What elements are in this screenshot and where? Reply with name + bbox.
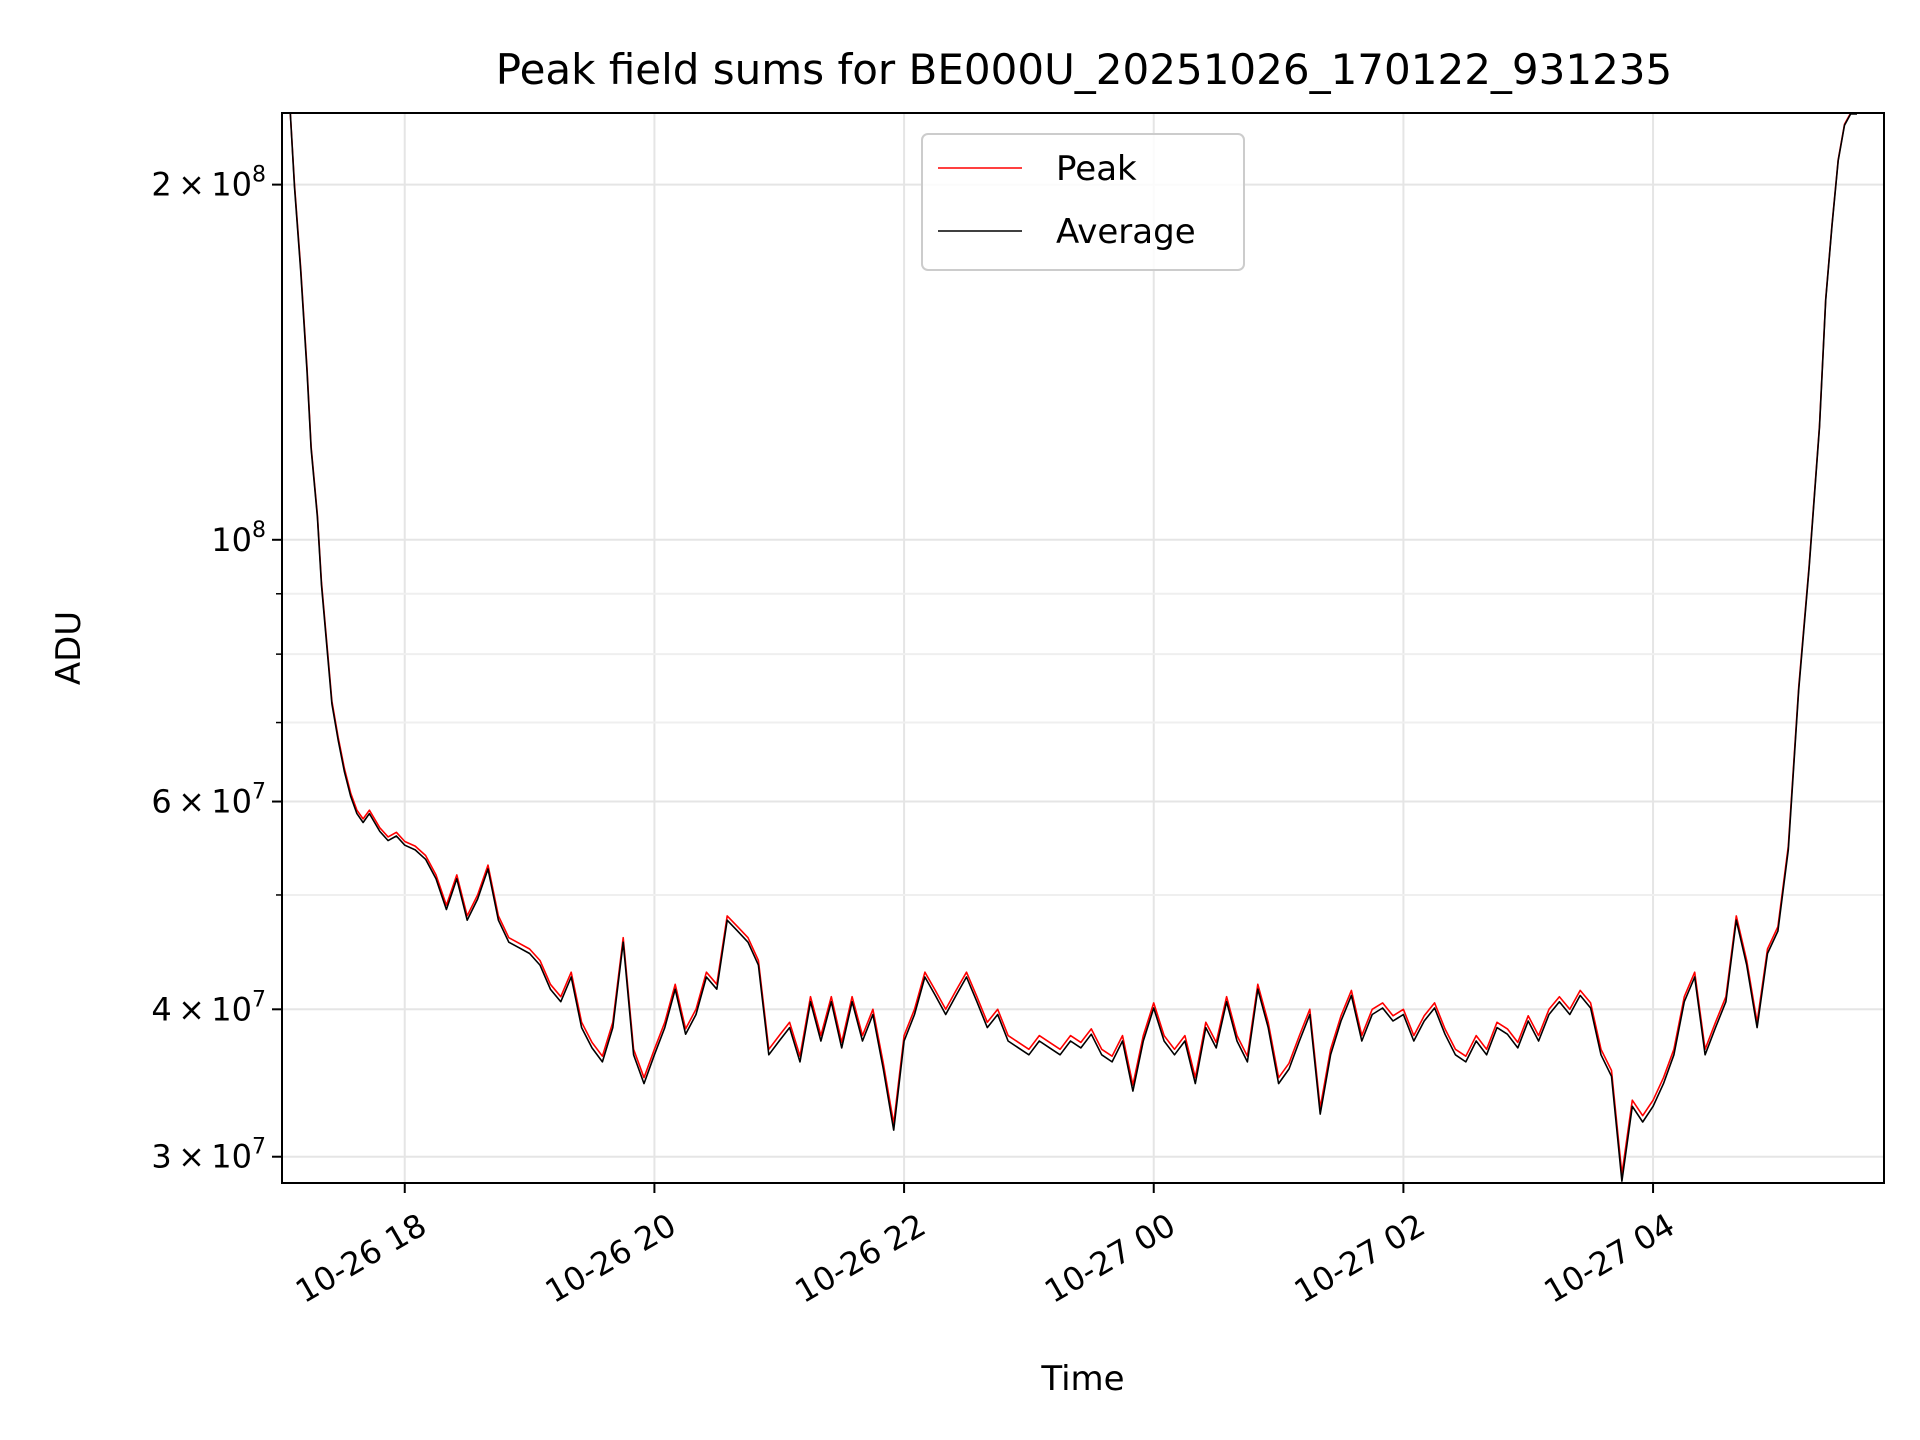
y-axis-label: ADU: [49, 611, 89, 685]
y-tick-label: 3 × 107: [151, 1135, 266, 1176]
y-tick-label: 108: [211, 518, 266, 559]
y-tick-label: 6 × 107: [151, 780, 266, 821]
y-tick-label: 4 × 107: [151, 987, 266, 1028]
series-line-peak: [289, 113, 1857, 1175]
plot-frame: [281, 112, 1885, 1184]
legend: Peak Average: [921, 133, 1245, 271]
legend-average-label: Average: [1056, 212, 1196, 252]
legend-peak-label: Peak: [1056, 149, 1137, 189]
series-layer: [289, 113, 1857, 1182]
chart-title: Peak field sums for BE000U_20251026_1701…: [496, 45, 1673, 94]
x-axis-label: Time: [1040, 1359, 1124, 1399]
y-tick-label: 2 × 108: [151, 163, 266, 204]
series-line-average: [289, 113, 1857, 1182]
